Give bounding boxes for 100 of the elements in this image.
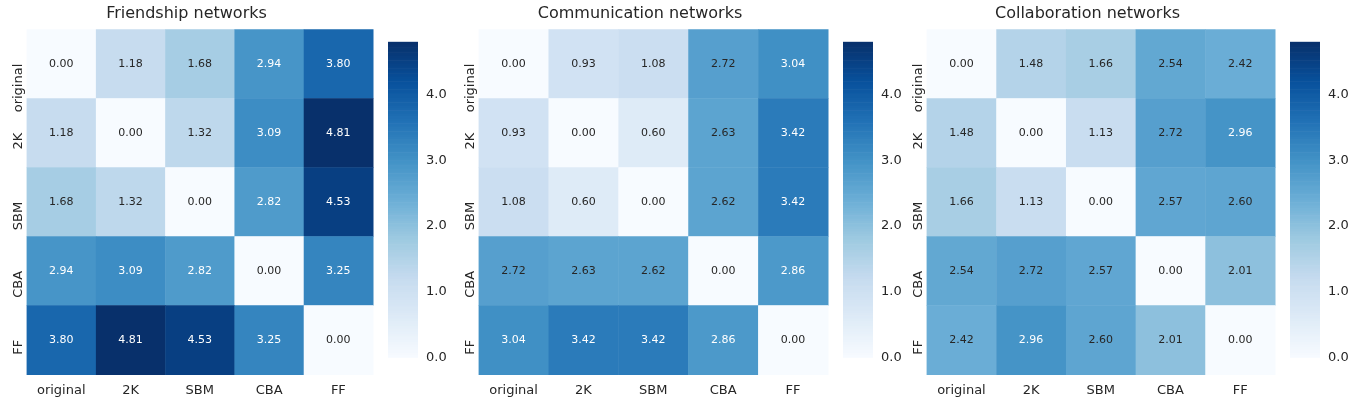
data-label: 3.25 [326,263,351,277]
data-label: 0.60 [641,125,666,139]
chart-title: Communication networks [537,2,743,22]
x-tick-label: original [36,381,86,397]
color-bar-label: 0.0 [426,348,447,364]
x-tick-label: FF [785,381,801,397]
data-label: 4.53 [326,194,351,208]
data-label: 2.60 [1227,194,1253,208]
color-bar-label: 1.0 [1328,283,1349,298]
data-label: 0.93 [571,56,596,70]
data-label: 2.57 [1158,194,1183,208]
y-tick-label: 2K [461,132,477,150]
y-tick-label: 2K [9,132,25,150]
data-label: 2.42 [1227,56,1253,70]
data-label: 2.01 [1158,332,1183,346]
data-label: 3.42 [571,332,596,346]
y-tick-label: SBM [461,201,477,231]
color-bar-label: 4.0 [881,86,902,102]
data-label: 4.81 [118,332,143,346]
data-label: 0.93 [501,125,526,139]
x-tick-label: SBM [185,381,214,397]
data-label: 3.04 [501,332,526,346]
data-label: 2.86 [710,332,736,346]
data-label: 2.72 [501,263,526,277]
data-label: 0.00 [48,56,74,70]
data-label: 2.57 [1088,263,1114,277]
data-label: 3.25 [256,332,282,346]
data-label: 3.80 [326,56,351,70]
data-label: 2.63 [710,125,736,139]
y-tick-label: FF [9,339,25,355]
data-label: 0.00 [710,263,736,277]
color-bar-label: 1.0 [881,283,902,298]
y-tick-label: CBA [9,270,25,298]
x-tick-label: CBA [709,381,737,397]
x-tick-label: original [937,381,986,397]
data-label: 3.09 [256,125,282,139]
data-label: 3.04 [780,56,806,70]
data-label: 2.54 [1158,56,1183,70]
data-label: 1.68 [48,194,74,208]
data-label: 0.00 [256,263,282,277]
y-tick-label: original [9,63,25,113]
data-label: 2.01 [1227,263,1253,277]
color-bar-label: 0.0 [881,348,902,364]
data-label: 1.08 [501,194,526,208]
x-tick-label: FF [330,381,346,397]
data-label: 1.18 [48,125,74,139]
data-label: 0.00 [641,194,666,208]
data-label: 0.00 [1088,194,1114,208]
data-label: 2.63 [571,263,596,277]
data-label: 1.13 [1018,194,1044,208]
data-label: 2.82 [256,194,282,208]
x-tick-label: 2K [1022,381,1040,397]
data-label: 2.94 [256,56,282,70]
y-tick-label: original [909,63,925,113]
y-tick-label: CBA [909,270,925,298]
y-tick-label: original [461,63,477,113]
data-label: 2.96 [1227,125,1253,139]
data-label: 0.00 [326,332,351,346]
color-bar-label: 2.0 [426,217,447,233]
x-tick-label: original [489,381,538,397]
data-label: 2.72 [1158,125,1183,139]
data-label: 2.94 [48,263,74,277]
data-label: 2.60 [1088,332,1114,346]
data-label: 1.08 [641,56,666,70]
data-label: 3.42 [780,194,806,208]
data-label: 2.86 [780,263,806,277]
y-tick-label: SBM [909,201,925,231]
data-label: 3.80 [48,332,74,346]
data-label: 0.60 [571,194,596,208]
color-bar-label: 3.0 [1328,151,1349,167]
data-label: 0.00 [501,56,526,70]
x-tick-label: 2K [122,381,140,397]
data-label: 1.32 [118,194,143,208]
y-tick-label: FF [909,339,925,355]
color-bar-label: 0.0 [1328,348,1349,364]
data-label: 2.82 [187,263,213,277]
chart-title: Friendship networks [106,2,267,22]
data-label: 3.42 [641,332,666,346]
y-tick-label: FF [461,339,477,355]
data-label: 0.00 [118,125,143,139]
color-bar-label: 2.0 [1328,217,1349,233]
data-label: 1.13 [1088,125,1114,139]
data-label: 2.72 [1018,263,1044,277]
y-tick-label: CBA [461,270,477,298]
x-tick-label: CBA [1157,381,1185,397]
data-label: 4.53 [187,332,213,346]
data-label: 0.00 [187,194,213,208]
data-label: 3.09 [118,263,143,277]
data-label: 1.48 [1018,56,1044,70]
data-label: 1.18 [118,56,143,70]
y-tick-label: 2K [909,132,925,150]
data-label: 3.42 [780,125,806,139]
data-label: 0.00 [949,56,974,70]
data-label: 0.00 [780,332,806,346]
data-label: 2.96 [1018,332,1044,346]
data-label: 2.54 [949,263,974,277]
data-label: 1.68 [187,56,213,70]
color-bar-label: 4.0 [426,86,447,102]
data-label: 1.48 [949,125,974,139]
color-bar-label: 4.0 [1328,86,1349,102]
